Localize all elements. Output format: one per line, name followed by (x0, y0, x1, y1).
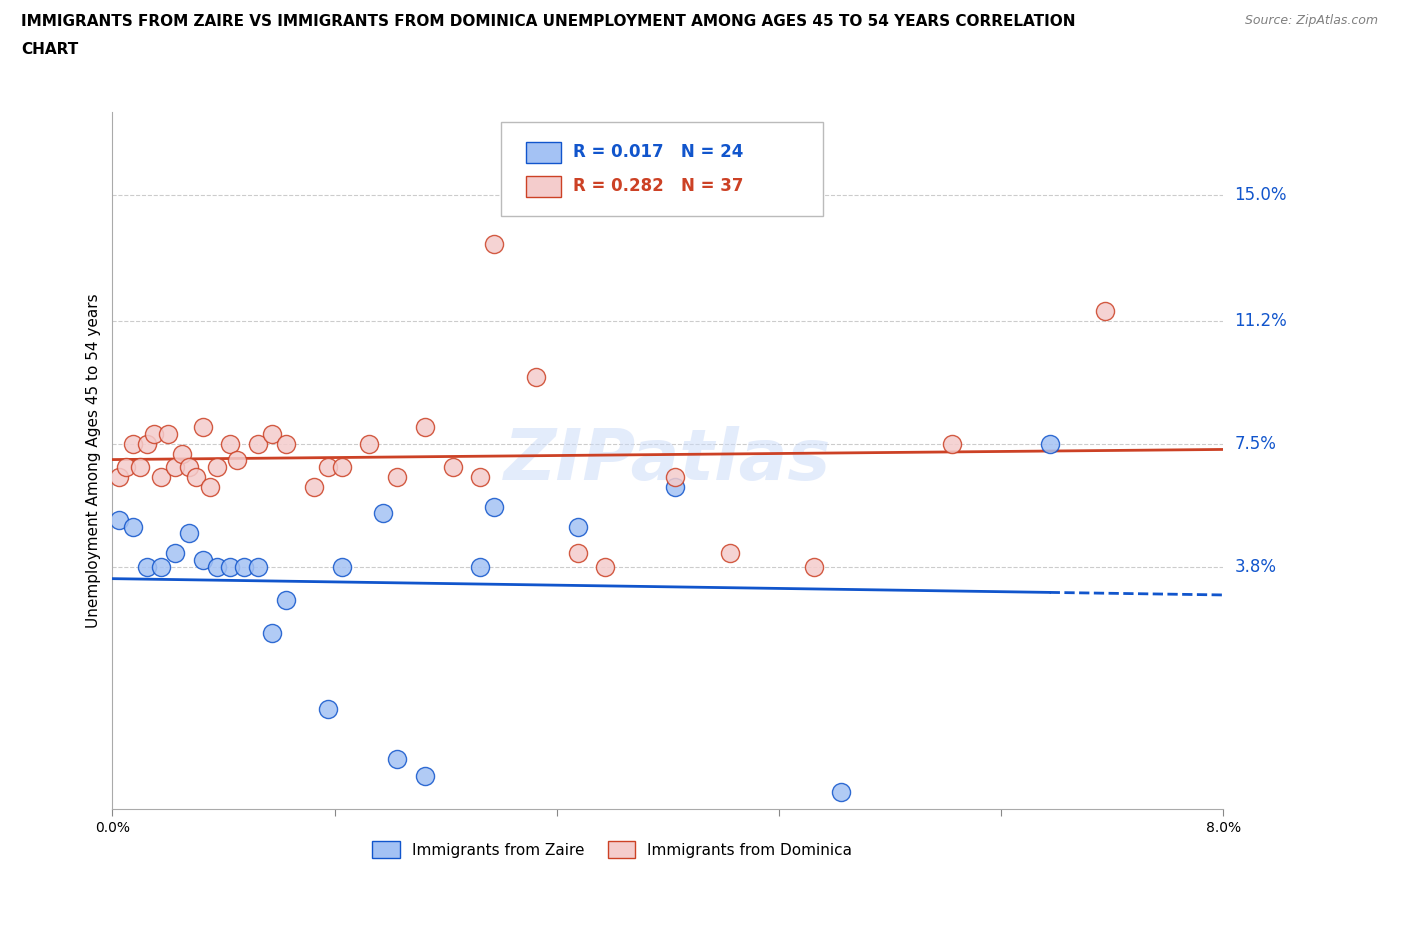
Point (567, 519, 589, 534)
Point (219, 436, 242, 451)
Point (163, 459, 186, 474)
Point (413, 419, 436, 434)
Point (129, 459, 152, 474)
Point (115, 459, 138, 474)
Point (595, 559, 617, 574)
FancyBboxPatch shape (526, 141, 561, 163)
Point (664, 480, 686, 495)
Text: ZIPatlas: ZIPatlas (505, 426, 831, 495)
Point (330, 459, 353, 474)
Point (205, 459, 228, 474)
Point (1094, 303, 1116, 318)
Point (316, 459, 339, 474)
Point (136, 436, 159, 451)
Point (191, 552, 214, 567)
Point (330, 559, 353, 574)
Point (177, 526, 200, 541)
Point (143, 426, 166, 441)
Point (664, 470, 686, 485)
Point (1039, 436, 1062, 451)
Point (830, 785, 852, 800)
Point (302, 480, 325, 495)
Point (247, 559, 270, 574)
Point (163, 546, 186, 561)
Point (567, 546, 589, 561)
Point (470, 470, 492, 485)
Point (470, 559, 492, 574)
Point (122, 519, 145, 534)
Point (359, 436, 381, 451)
Point (191, 419, 214, 434)
Point (122, 436, 145, 451)
Point (718, 546, 741, 561)
Point (198, 480, 221, 495)
Point (108, 470, 131, 485)
Text: 11.2%: 11.2% (1234, 312, 1286, 330)
Point (205, 559, 228, 574)
Point (441, 459, 464, 474)
Point (803, 559, 825, 574)
Point (413, 768, 436, 783)
Point (524, 370, 547, 385)
Point (484, 499, 506, 514)
Text: CHART: CHART (21, 42, 79, 57)
Legend: Immigrants from Zaire, Immigrants from Dominica: Immigrants from Zaire, Immigrants from D… (367, 835, 858, 864)
Point (184, 470, 207, 485)
Point (274, 436, 297, 451)
Point (108, 512, 131, 527)
Point (484, 237, 506, 252)
Point (219, 559, 242, 574)
Point (385, 751, 408, 766)
Point (150, 470, 173, 485)
Point (150, 559, 173, 574)
Point (177, 459, 200, 474)
Point (233, 559, 256, 574)
Text: 15.0%: 15.0% (1234, 186, 1286, 204)
Point (274, 592, 297, 607)
Point (262, 426, 284, 441)
FancyBboxPatch shape (526, 176, 561, 197)
Point (226, 453, 249, 468)
Text: R = 0.282   N = 37: R = 0.282 N = 37 (574, 178, 744, 195)
Point (941, 436, 963, 451)
Point (316, 702, 339, 717)
Point (373, 506, 395, 521)
Point (262, 626, 284, 641)
Text: Source: ZipAtlas.com: Source: ZipAtlas.com (1244, 14, 1378, 27)
Text: IMMIGRANTS FROM ZAIRE VS IMMIGRANTS FROM DOMINICA UNEMPLOYMENT AMONG AGES 45 TO : IMMIGRANTS FROM ZAIRE VS IMMIGRANTS FROM… (21, 14, 1076, 29)
Point (247, 436, 270, 451)
Y-axis label: Unemployment Among Ages 45 to 54 years: Unemployment Among Ages 45 to 54 years (86, 293, 101, 628)
Text: 7.5%: 7.5% (1234, 434, 1277, 453)
Text: R = 0.017   N = 24: R = 0.017 N = 24 (574, 143, 744, 161)
Point (136, 559, 159, 574)
Text: 3.8%: 3.8% (1234, 558, 1277, 576)
Point (385, 470, 408, 485)
Point (170, 446, 193, 461)
Point (157, 426, 180, 441)
FancyBboxPatch shape (501, 122, 824, 217)
